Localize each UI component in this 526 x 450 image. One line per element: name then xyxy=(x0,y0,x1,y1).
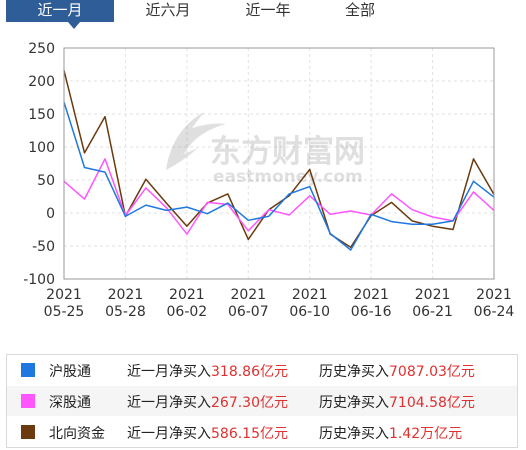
x-tick-label-date: 06-24 xyxy=(474,304,515,320)
x-tick-label-date: 06-16 xyxy=(351,304,392,320)
legend-swatch-shanghai xyxy=(21,363,35,377)
x-tick-label-year: 2021 xyxy=(230,287,266,303)
legend-row-shanghai: 沪股通 近一月净买入318.86亿元 历史净买入7087.03亿元 xyxy=(7,355,517,385)
x-tick-label-date: 05-28 xyxy=(105,304,146,320)
x-tick-label-year: 2021 xyxy=(108,287,144,303)
period-tabs: 近一月 近六月 近一年 全部 xyxy=(0,0,526,29)
legend-row-northbound: 北向资金 近一月净买入586.15亿元 历史净买入1.42万亿元 xyxy=(7,417,517,447)
series-line-深股通 xyxy=(63,158,495,235)
watermark-logo-icon xyxy=(166,112,226,170)
x-tick-label-date: 06-02 xyxy=(167,304,208,320)
x-axis-ticks: 202105-25202105-28202106-02202106-072021… xyxy=(44,287,515,320)
tab-1-month[interactable]: 近一月 xyxy=(6,0,114,22)
y-axis-ticks: -100 -50 0 50 100 150 200 250 xyxy=(23,41,55,288)
x-tick-label-date: 06-07 xyxy=(228,304,269,320)
y-tick-label: 100 xyxy=(28,140,55,156)
x-tick-label-date: 06-10 xyxy=(289,304,330,320)
legend-name: 深股通 xyxy=(49,395,91,411)
northbound-flow-chart: 东方财富网 eastmoney.com -100 -50 0 50 100 150 200 2… xyxy=(23,41,515,320)
watermark-cn: 东方财富网 xyxy=(210,134,365,170)
legend-recent: 近一月净买入318.86亿元 xyxy=(127,364,288,380)
legend-recent: 近一月净买入586.15亿元 xyxy=(127,426,288,442)
watermark: 东方财富网 eastmoney.com xyxy=(166,112,365,187)
series-lines xyxy=(63,70,495,251)
plot-area-border xyxy=(63,47,495,280)
x-tick-label-year: 2021 xyxy=(46,287,82,303)
y-tick-label: 200 xyxy=(28,74,55,90)
legend-swatch-shenzhen xyxy=(21,394,35,408)
y-tick-label: -100 xyxy=(23,272,55,288)
x-tick-label-date: 06-21 xyxy=(412,304,453,320)
x-tick-label-year: 2021 xyxy=(292,287,328,303)
y-tick-label: -50 xyxy=(32,239,55,255)
chart-grid xyxy=(63,47,495,280)
series-line-沪股通 xyxy=(63,101,495,251)
x-tick-label-year: 2021 xyxy=(353,287,389,303)
y-tick-label: 0 xyxy=(46,206,55,222)
tab-1-year[interactable]: 近一年 xyxy=(245,1,291,19)
legend-name: 北向资金 xyxy=(49,426,105,442)
x-tick-label-date: 05-25 xyxy=(44,304,85,320)
legend-history: 历史净买入1.42万亿元 xyxy=(319,426,463,442)
legend-table: 沪股通 近一月净买入318.86亿元 历史净买入7087.03亿元 深股通 近一… xyxy=(6,354,518,448)
legend-history: 历史净买入7104.58亿元 xyxy=(319,395,475,411)
tab-6-months[interactable]: 近六月 xyxy=(145,1,191,19)
y-tick-label: 50 xyxy=(37,173,55,189)
x-tick-label-year: 2021 xyxy=(415,287,451,303)
legend-row-shenzhen: 深股通 近一月净买入267.30亿元 历史净买入7104.58亿元 xyxy=(7,386,517,416)
legend-recent: 近一月净买入267.30亿元 xyxy=(127,395,288,411)
y-tick-label: 150 xyxy=(28,107,55,123)
x-tick-label-year: 2021 xyxy=(476,287,512,303)
legend-name: 沪股通 xyxy=(49,364,91,380)
tab-all[interactable]: 全部 xyxy=(344,1,375,19)
y-tick-label: 250 xyxy=(28,41,55,57)
active-tab-caret-icon xyxy=(68,22,80,29)
legend-swatch-northbound xyxy=(21,425,35,439)
watermark-en: eastmoney.com xyxy=(213,167,363,187)
legend-history: 历史净买入7087.03亿元 xyxy=(319,364,475,380)
x-tick-label-year: 2021 xyxy=(169,287,205,303)
